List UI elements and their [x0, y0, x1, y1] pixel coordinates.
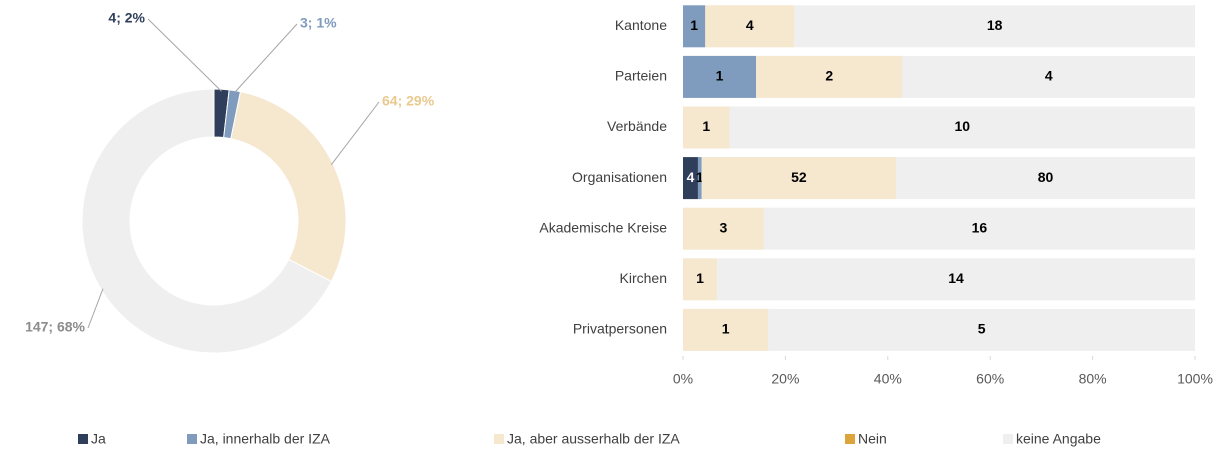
bar-segment	[683, 157, 698, 200]
data-label: 10	[954, 118, 970, 134]
data-label: 4	[1045, 68, 1053, 84]
donut-slice	[230, 91, 347, 283]
data-label: 4	[687, 169, 695, 185]
x-tick-label: 80%	[1079, 371, 1107, 387]
bar-segment	[902, 55, 1195, 98]
legend-label: Ja, innerhalb der IZA	[200, 431, 331, 447]
y-tick-label: Organisationen	[572, 169, 667, 185]
data-label: 147; 68%	[25, 319, 85, 335]
data-label: 1	[722, 321, 730, 337]
x-tick-label: 100%	[1177, 371, 1213, 387]
y-tick-label: Kantone	[615, 17, 667, 33]
leader-line	[147, 18, 222, 92]
legend-label: Ja	[91, 431, 106, 447]
legend-label: Nein	[858, 431, 887, 447]
bar-segment	[683, 5, 706, 48]
data-label: 3; 1%	[300, 15, 337, 31]
leader-line	[87, 288, 104, 329]
donut-slice	[81, 88, 333, 354]
bar-segment	[729, 106, 1195, 149]
bar-segment	[896, 157, 1195, 200]
data-label: 4; 2%	[108, 10, 145, 26]
bar-segment	[794, 5, 1195, 48]
bar-segment	[756, 55, 903, 98]
x-tick-label: 0%	[673, 371, 693, 387]
bar-segment	[701, 157, 897, 200]
bar-segment	[683, 55, 757, 98]
x-tick-label: 40%	[874, 371, 902, 387]
legend-swatch	[187, 434, 197, 444]
leader-line	[330, 101, 380, 166]
data-label: 1	[702, 118, 710, 134]
legend-swatch	[1003, 434, 1013, 444]
bar-segment	[683, 308, 769, 351]
y-tick-label: Verbände	[607, 118, 667, 134]
y-tick-label: Kirchen	[620, 270, 667, 286]
data-label: 1	[716, 68, 724, 84]
data-label: 4	[746, 17, 754, 33]
data-label: 1	[696, 169, 704, 185]
bar-segment	[768, 308, 1195, 351]
data-label: 1	[690, 17, 698, 33]
x-tick-label: 60%	[976, 371, 1004, 387]
data-label: 1	[696, 270, 704, 286]
y-tick-label: Parteien	[615, 68, 667, 84]
data-label: 52	[791, 169, 807, 185]
bar-segment	[683, 258, 718, 301]
leader-line	[234, 23, 298, 93]
data-label: 14	[948, 270, 964, 286]
bar-segment	[763, 207, 1195, 250]
legend-swatch	[845, 434, 855, 444]
y-tick-label: Privatpersonen	[573, 321, 667, 337]
data-label: 5	[978, 321, 986, 337]
data-label: 16	[972, 219, 988, 235]
data-label: 2	[825, 68, 833, 84]
legend-swatch	[78, 434, 88, 444]
legend-label: Ja, aber ausserhalb der IZA	[507, 431, 680, 447]
legend-swatch	[494, 434, 504, 444]
bar-segment	[697, 157, 702, 200]
bar-segment	[683, 207, 764, 250]
y-tick-label: Akademische Kreise	[539, 219, 667, 235]
data-label: 3	[720, 219, 728, 235]
legend-label: keine Angabe	[1016, 431, 1101, 447]
x-tick-label: 20%	[771, 371, 799, 387]
bar-segment	[717, 258, 1195, 301]
data-label: 64; 29%	[382, 93, 435, 109]
bar-segment	[683, 106, 730, 149]
data-label: 18	[987, 17, 1003, 33]
bar-segment	[705, 5, 795, 48]
data-label: 80	[1038, 169, 1054, 185]
